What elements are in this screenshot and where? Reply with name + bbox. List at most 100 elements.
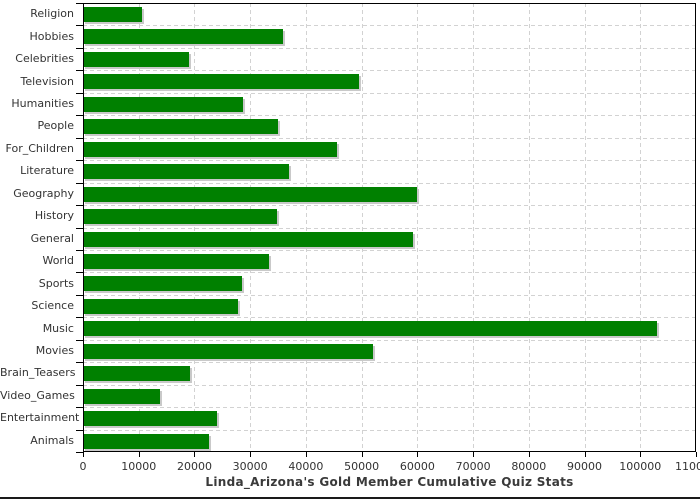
x-axis-tick-label: 100000 — [619, 460, 662, 473]
vertical-gridline — [640, 3, 642, 452]
bar-row — [83, 138, 696, 160]
bar-row — [83, 228, 696, 250]
x-axis-tick — [83, 452, 84, 457]
bar-row — [83, 272, 696, 294]
bar-row — [83, 93, 696, 115]
y-axis-tick — [76, 272, 83, 274]
bar-brain_teasers — [83, 366, 190, 382]
category-label: People — [37, 119, 74, 133]
vertical-gridline — [305, 3, 307, 452]
bar-music — [83, 321, 657, 337]
horizontal-gridline — [83, 92, 696, 94]
y-axis-tick — [76, 115, 83, 117]
bar-world — [83, 253, 270, 269]
bar-geography — [83, 186, 418, 202]
x-axis-tick — [305, 452, 307, 457]
y-axis-tick — [76, 227, 83, 229]
vertical-gridline — [417, 3, 419, 452]
category-label: History — [34, 209, 74, 223]
x-axis-tick — [361, 452, 363, 457]
vertical-gridline — [361, 3, 363, 452]
horizontal-gridline — [83, 160, 696, 162]
x-axis-tick — [473, 452, 475, 457]
y-axis-tick — [76, 47, 83, 49]
x-axis-tick-label: 110000 — [675, 460, 700, 473]
category-label: For_Children — [5, 141, 74, 155]
bar-row — [83, 25, 696, 47]
x-axis-tick-label: 40000 — [288, 460, 324, 473]
bar-general — [83, 231, 414, 247]
horizontal-gridline — [83, 227, 696, 229]
category-label: Celebrities — [15, 52, 74, 66]
bar-movies — [83, 343, 374, 359]
horizontal-gridline — [83, 272, 696, 274]
y-axis-tick — [76, 182, 83, 184]
horizontal-gridline — [83, 384, 696, 386]
vertical-gridline — [194, 3, 196, 452]
y-axis-tick — [76, 3, 83, 4]
bar-row — [83, 430, 696, 452]
bar-television — [83, 74, 360, 90]
category-label: Literature — [20, 164, 74, 178]
bar-religion — [83, 7, 143, 22]
horizontal-gridline — [83, 362, 696, 364]
plot-area — [83, 3, 696, 452]
category-label: Video_Games — [0, 388, 75, 402]
bar-row — [83, 70, 696, 92]
bottom-divider-line — [0, 497, 700, 499]
horizontal-gridline — [83, 317, 696, 319]
bar-row — [83, 340, 696, 362]
bar-animals — [83, 433, 209, 449]
category-label: Brain_Teasers — [0, 366, 76, 380]
y-axis-tick — [76, 92, 83, 94]
x-axis-tick — [138, 452, 140, 457]
bar-for_children — [83, 141, 338, 157]
category-label: Entertainment — [0, 411, 80, 425]
horizontal-gridline — [83, 339, 696, 341]
bar-humanities — [83, 96, 244, 112]
bar-science — [83, 298, 239, 314]
bar-people — [83, 119, 279, 135]
bar-row — [83, 362, 696, 384]
x-axis-tick — [696, 452, 697, 457]
category-label: General — [30, 231, 74, 245]
horizontal-gridline — [83, 407, 696, 409]
category-label: World — [42, 254, 74, 268]
bar-entertainment — [83, 411, 218, 427]
bar-row — [83, 250, 696, 272]
category-label: Religion — [30, 7, 74, 21]
chart-title: Linda_Arizona's Gold Member Cumulative Q… — [205, 475, 574, 489]
category-label: Humanities — [11, 97, 74, 111]
x-axis-tick-label: 0 — [79, 460, 87, 473]
bar-video_games — [83, 388, 160, 404]
horizontal-gridline — [83, 205, 696, 207]
x-axis-tick-label: 50000 — [344, 460, 380, 473]
horizontal-gridline — [83, 249, 696, 251]
horizontal-gridline — [83, 70, 696, 72]
x-axis-tick-label: 60000 — [399, 460, 435, 473]
x-axis-tick — [640, 452, 642, 457]
y-axis-tick — [76, 25, 83, 27]
horizontal-gridline — [83, 25, 696, 27]
y-axis-tick — [76, 429, 83, 431]
bar-hobbies — [83, 29, 283, 45]
horizontal-gridline — [83, 137, 696, 139]
x-axis-tick-label: 90000 — [567, 460, 603, 473]
y-axis-tick — [76, 384, 83, 386]
x-axis-tick-label: 30000 — [232, 460, 268, 473]
horizontal-gridline — [83, 115, 696, 117]
vertical-gridline — [584, 3, 586, 452]
y-axis-tick — [76, 339, 83, 341]
y-axis-tick — [76, 249, 83, 251]
bar-row — [83, 160, 696, 182]
bar-row — [83, 48, 696, 70]
y-axis-tick — [76, 137, 83, 139]
bar-row — [83, 205, 696, 227]
horizontal-gridline — [83, 429, 696, 431]
bar-row — [83, 115, 696, 137]
bar-celebrities — [83, 51, 190, 67]
y-axis-tick — [76, 205, 83, 207]
y-axis-tick — [76, 452, 83, 453]
category-label: Television — [20, 74, 75, 88]
x-axis-tick-label: 70000 — [455, 460, 491, 473]
